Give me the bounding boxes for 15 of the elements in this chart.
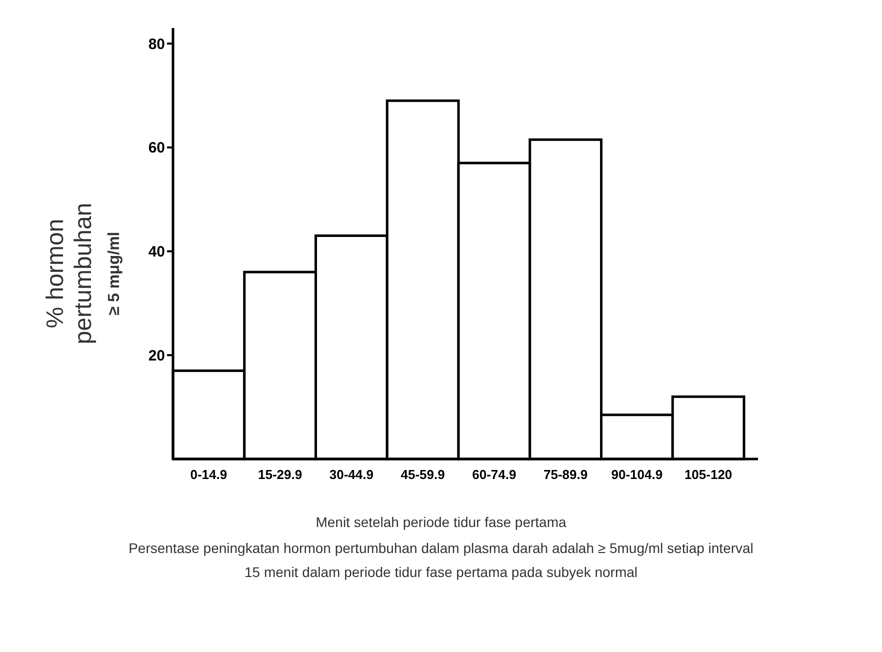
y-tick-label: 60 <box>148 140 165 157</box>
x-tick-label: 90-104.9 <box>611 467 663 482</box>
x-axis-title: Menit setelah periode tidur fase pertama <box>316 514 566 530</box>
x-tick-label: 45-59.9 <box>400 467 445 482</box>
x-tick-label: 60-74.9 <box>472 467 516 482</box>
x-tick-label: 75-89.9 <box>544 467 588 482</box>
x-tick-label: 0-14.9 <box>190 467 228 482</box>
x-tick-label: 30-44.9 <box>329 467 374 482</box>
y-axis-title: % hormon pertumbuhan ≥ 5 mμg/ml <box>42 202 123 344</box>
text: Persentase peningkatan hormon pertumbuhan dalam plasma darah adalah ≥ 5mug/ml setiap interval 15 menit dalam periode tidur fase pertama pada subyek normal <box>128 540 754 580</box>
x-tick-label: 105-120 <box>684 467 732 482</box>
y-tick-label: 80 <box>148 36 165 53</box>
x-tick-label: 15-29.9 <box>258 467 302 482</box>
y-tick-label: 20 <box>148 347 165 364</box>
y-tick-label: 40 <box>148 244 165 261</box>
